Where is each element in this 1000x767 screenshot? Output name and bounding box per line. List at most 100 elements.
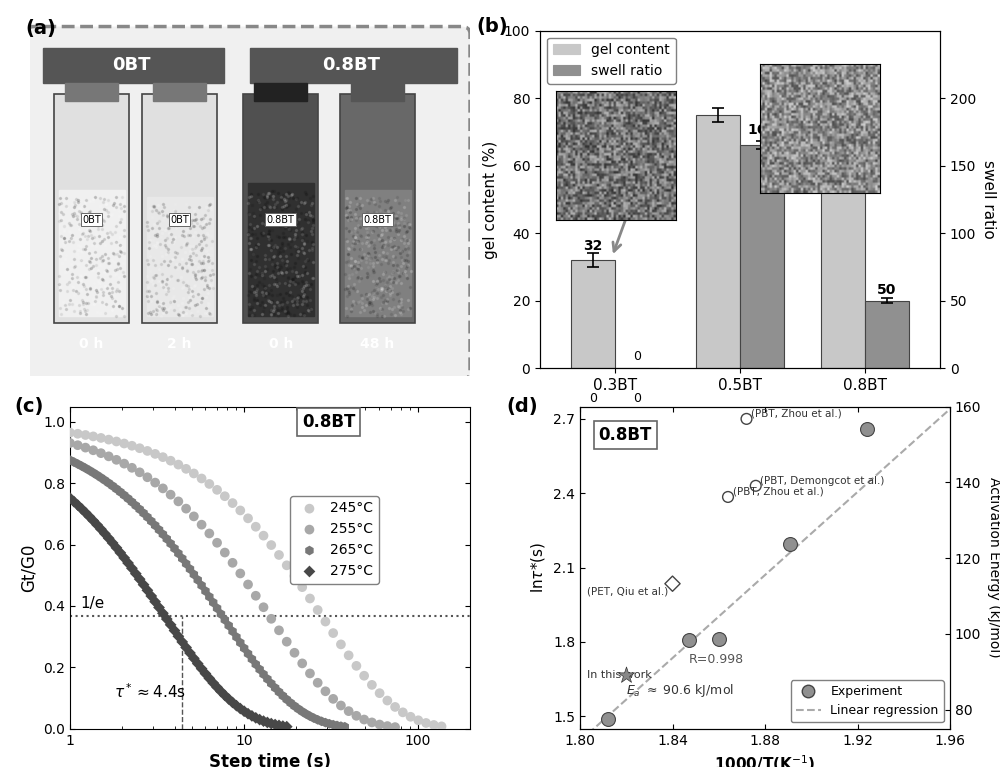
275°C: [124, 562, 140, 574]
265°C: [81, 464, 97, 476]
245°C: [155, 451, 171, 463]
255°C: [139, 471, 155, 483]
255°C: [263, 613, 279, 625]
275°C: [136, 578, 152, 591]
245°C: [348, 660, 364, 672]
255°C: [286, 647, 302, 659]
275°C: [112, 547, 128, 559]
265°C: [279, 693, 295, 706]
265°C: [74, 460, 90, 472]
265°C: [89, 469, 105, 482]
275°C: [279, 720, 295, 732]
245°C: [317, 615, 333, 627]
275°C: [170, 630, 186, 643]
275°C: [77, 506, 93, 518]
Bar: [865, 301, 909, 368]
275°C: [62, 492, 78, 504]
265°C: [155, 528, 171, 541]
245°C: [147, 448, 163, 460]
275°C: [213, 685, 229, 697]
Text: 2 h: 2 h: [167, 337, 192, 351]
Bar: [147, 196, 213, 316]
275°C: [248, 712, 264, 724]
245°C: [93, 432, 109, 444]
Experiment: [681, 634, 697, 647]
255°C: [132, 466, 148, 479]
Legend: Experiment, Linear regression: Experiment, Linear regression: [790, 680, 944, 723]
255°C: [379, 720, 395, 732]
255°C: [317, 685, 333, 697]
245°C: [271, 549, 287, 561]
245°C: [101, 433, 117, 446]
255°C: [108, 454, 124, 466]
Bar: [248, 183, 314, 316]
265°C: [105, 480, 121, 492]
Text: 0BT: 0BT: [112, 56, 150, 74]
255°C: [356, 713, 372, 726]
245°C: [170, 459, 186, 471]
265°C: [143, 515, 159, 528]
275°C: [201, 672, 217, 684]
265°C: [182, 563, 198, 575]
265°C: [132, 503, 148, 515]
265°C: [221, 620, 237, 632]
275°C: [116, 551, 132, 564]
Text: 48 h: 48 h: [360, 337, 395, 351]
275°C: [228, 700, 244, 712]
275°C: [143, 590, 159, 602]
Point: [618, 670, 634, 682]
265°C: [124, 496, 140, 509]
Text: (PBT, Demongcot et al.): (PBT, Demongcot et al.): [760, 476, 885, 486]
245°C: [70, 428, 86, 440]
Text: (PBT, Zhou et al.): (PBT, Zhou et al.): [751, 409, 842, 419]
Text: 0BT: 0BT: [82, 215, 101, 225]
265°C: [85, 466, 101, 479]
275°C: [240, 707, 256, 719]
245°C: [139, 445, 155, 457]
255°C: [279, 636, 295, 648]
245°C: [364, 679, 380, 691]
255°C: [333, 700, 349, 712]
Text: 50: 50: [877, 283, 897, 298]
Bar: [696, 115, 740, 368]
255°C: [348, 709, 364, 722]
275°C: [178, 641, 194, 653]
275°C: [221, 693, 237, 705]
265°C: [97, 474, 113, 486]
Text: 0.8BT: 0.8BT: [364, 215, 392, 225]
275°C: [97, 528, 113, 540]
275°C: [174, 636, 190, 648]
265°C: [271, 686, 287, 698]
245°C: [85, 430, 101, 443]
Bar: [254, 83, 307, 100]
255°C: [93, 447, 109, 459]
Bar: [740, 146, 784, 368]
245°C: [387, 701, 403, 713]
275°C: [66, 495, 82, 508]
245°C: [132, 442, 148, 454]
265°C: [116, 489, 132, 502]
Y-axis label: Gt/G0: Gt/G0: [20, 543, 38, 592]
245°C: [194, 472, 210, 485]
Text: 1/e: 1/e: [81, 596, 105, 611]
265°C: [101, 477, 117, 489]
Text: 165: 165: [747, 123, 776, 137]
245°C: [240, 512, 256, 525]
Text: 0.8BT: 0.8BT: [302, 413, 355, 431]
275°C: [120, 557, 136, 569]
275°C: [147, 596, 163, 608]
275°C: [159, 613, 175, 625]
245°C: [256, 529, 272, 542]
Bar: [243, 94, 318, 323]
275°C: [128, 568, 144, 580]
255°C: [201, 528, 217, 540]
275°C: [263, 717, 279, 729]
255°C: [178, 502, 194, 515]
265°C: [267, 682, 283, 694]
Bar: [821, 179, 865, 368]
Bar: [153, 83, 206, 100]
Text: $\tau^*$$\approx$4.4s: $\tau^*$$\approx$4.4s: [114, 683, 186, 701]
265°C: [321, 718, 337, 730]
Y-axis label: swell ratio: swell ratio: [981, 160, 996, 239]
275°C: [105, 537, 121, 549]
